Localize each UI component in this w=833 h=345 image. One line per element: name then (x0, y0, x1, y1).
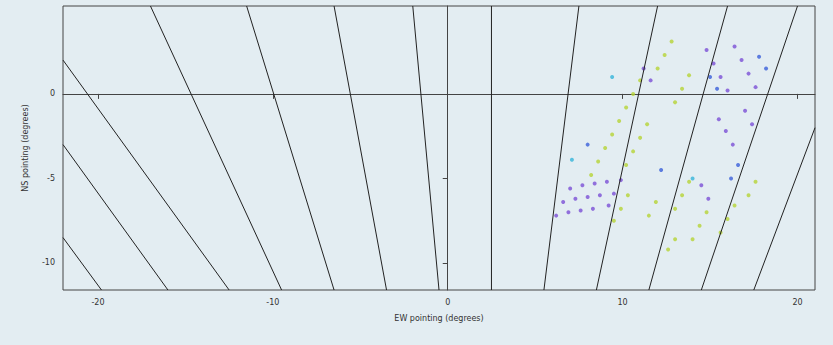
svg-text:NS pointing (degrees): NS pointing (degrees) (21, 104, 30, 191)
svg-text:-10: -10 (42, 258, 55, 267)
svg-text:0: 0 (445, 298, 450, 307)
svg-text:EW pointing (degrees): EW pointing (degrees) (394, 314, 483, 323)
svg-text:0: 0 (50, 89, 55, 98)
svg-text:-20: -20 (91, 298, 104, 307)
svg-text:10: 10 (618, 298, 628, 307)
svg-text:20: 20 (792, 298, 802, 307)
svg-text:-10: -10 (266, 298, 279, 307)
svg-text:-5: -5 (47, 174, 55, 183)
